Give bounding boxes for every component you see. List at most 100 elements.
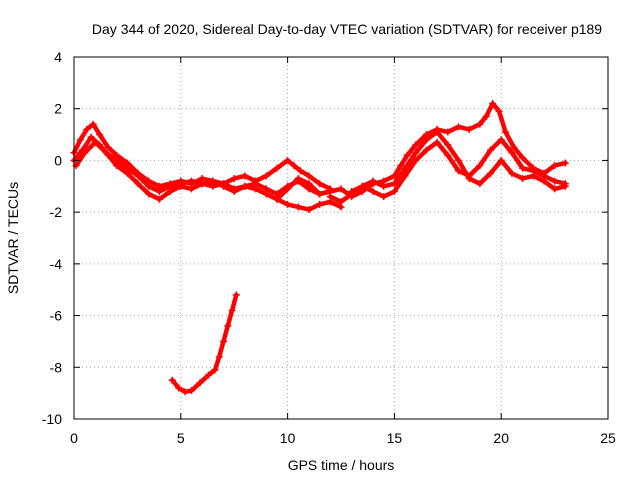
data-point xyxy=(444,128,452,136)
data-point xyxy=(198,180,206,188)
x-axis-label: GPS time / hours xyxy=(288,457,395,473)
data-point xyxy=(134,172,142,180)
y-tick-label: -4 xyxy=(50,256,63,272)
data-point xyxy=(454,167,462,175)
data-point xyxy=(551,162,559,170)
data-point xyxy=(497,136,505,144)
y-tick-label: -10 xyxy=(42,411,62,427)
data-point xyxy=(166,182,174,190)
data-point xyxy=(540,177,548,185)
axes: 0 5 10 15 20 25 -10 -8 -6 -4 -2 0 2 4 xyxy=(42,49,616,446)
data-point xyxy=(489,100,497,108)
data-point xyxy=(209,177,217,185)
data-point xyxy=(454,123,462,131)
data-point xyxy=(508,149,516,157)
data-point xyxy=(519,164,527,172)
data-point xyxy=(211,366,219,374)
data-point xyxy=(294,203,302,211)
data-point xyxy=(497,156,505,164)
data-point xyxy=(487,146,495,154)
x-tick-label: 15 xyxy=(387,430,403,446)
data-point xyxy=(205,371,213,379)
data-point xyxy=(316,200,324,208)
data-point xyxy=(177,180,185,188)
data-point xyxy=(358,182,366,190)
data-series xyxy=(70,100,569,396)
data-point xyxy=(390,180,398,188)
data-point xyxy=(476,180,484,188)
data-point xyxy=(551,177,559,185)
data-point xyxy=(369,187,377,195)
data-point xyxy=(412,149,420,157)
data-point xyxy=(380,182,388,190)
data-point xyxy=(487,169,495,177)
data-point xyxy=(433,138,441,146)
data-point xyxy=(561,159,569,167)
x-tick-label: 25 xyxy=(600,430,616,446)
data-point xyxy=(433,128,441,136)
data-point xyxy=(187,185,195,193)
x-tick-label: 0 xyxy=(70,430,78,446)
data-point xyxy=(262,172,270,180)
data-point xyxy=(529,172,537,180)
y-tick-label: 4 xyxy=(54,49,62,65)
data-point xyxy=(102,149,110,157)
series-track-f xyxy=(348,128,569,195)
data-point xyxy=(89,120,97,128)
data-point xyxy=(380,193,388,201)
data-point xyxy=(290,162,298,170)
data-point xyxy=(96,131,104,139)
data-point xyxy=(482,112,490,120)
data-point xyxy=(224,322,232,330)
data-point xyxy=(232,291,240,299)
data-point xyxy=(294,175,302,183)
data-point xyxy=(284,185,292,193)
y-tick-label: 2 xyxy=(54,101,62,117)
data-point xyxy=(316,180,324,188)
x-tick-label: 5 xyxy=(177,430,185,446)
data-point xyxy=(76,136,84,144)
data-point xyxy=(476,120,484,128)
data-point xyxy=(296,167,304,175)
data-point xyxy=(273,164,281,172)
data-point xyxy=(422,136,430,144)
data-point xyxy=(465,175,473,183)
data-point xyxy=(187,177,195,185)
data-point xyxy=(284,156,292,164)
data-point xyxy=(196,379,204,387)
data-point xyxy=(412,141,420,149)
series-line xyxy=(170,292,239,395)
data-point xyxy=(145,182,153,190)
data-point xyxy=(262,190,270,198)
data-point xyxy=(495,107,503,115)
y-tick-label: -6 xyxy=(50,308,63,324)
data-point xyxy=(87,133,95,141)
data-point xyxy=(444,141,452,149)
data-point xyxy=(519,175,527,183)
series-line xyxy=(71,134,333,202)
data-point xyxy=(230,187,238,195)
data-point xyxy=(187,387,195,395)
data-point xyxy=(390,172,398,180)
y-tick-label: 0 xyxy=(54,152,62,168)
y-axis-label: SDTVAR / TECUs xyxy=(5,182,21,294)
data-point xyxy=(228,306,236,314)
data-point xyxy=(401,172,409,180)
data-point xyxy=(134,180,142,188)
data-point xyxy=(508,169,516,177)
data-point xyxy=(305,206,313,214)
data-point xyxy=(403,151,411,159)
data-point xyxy=(465,125,473,133)
series-track-c xyxy=(72,138,345,214)
data-point xyxy=(422,146,430,154)
chart-title: Day 344 of 2020, Sidereal Day-to-day VTE… xyxy=(92,21,602,37)
data-point xyxy=(215,353,223,361)
data-point xyxy=(401,164,409,172)
data-point xyxy=(145,190,153,198)
data-point xyxy=(397,162,405,170)
grid xyxy=(74,57,608,419)
y-tick-label: -2 xyxy=(50,204,63,220)
series-track-e xyxy=(326,136,569,206)
data-point xyxy=(220,337,228,345)
